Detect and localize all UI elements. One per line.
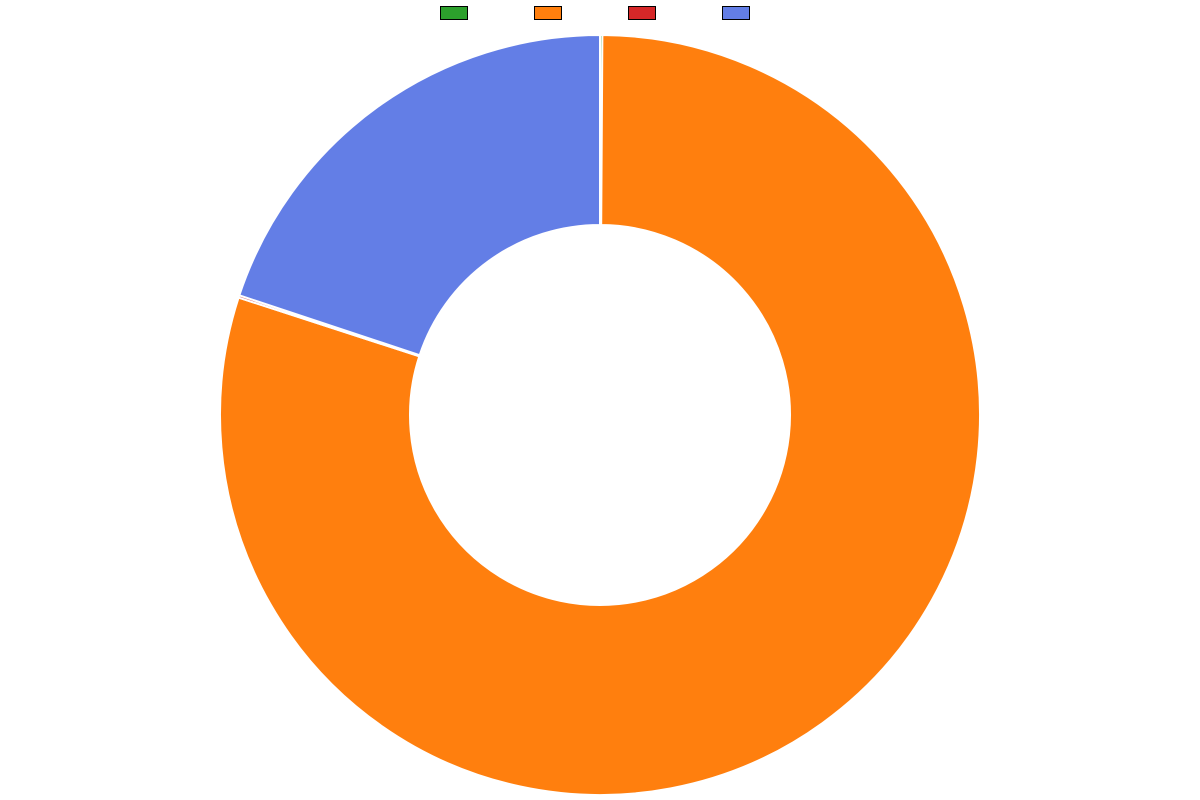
legend-swatch [628,6,656,20]
legend-item [628,6,666,20]
legend-item [722,6,760,20]
legend [440,6,760,20]
legend-swatch [440,6,468,20]
donut-svg [215,30,985,800]
legend-item [534,6,572,20]
legend-swatch [722,6,750,20]
legend-swatch [534,6,562,20]
donut-slice [239,35,600,355]
donut-chart [0,30,1200,800]
legend-item [440,6,478,20]
